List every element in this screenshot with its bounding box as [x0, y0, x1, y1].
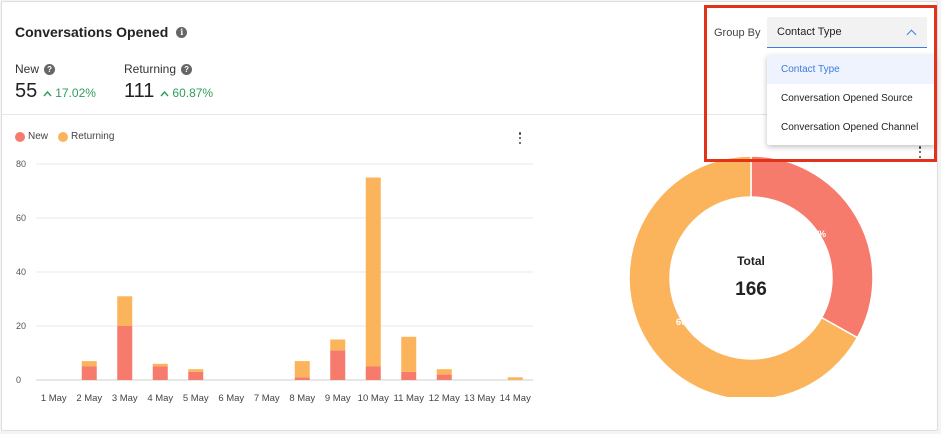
donut-chart: 33.1% 66.9% Total 166 — [628, 155, 874, 397]
stat-returning-label: Returning — [124, 62, 177, 76]
menu-item-conversation-opened-channel[interactable]: Conversation Opened Channel — [781, 122, 919, 133]
title-row: Conversations Opened i — [15, 24, 188, 40]
bar-new[interactable] — [294, 377, 310, 380]
x-tick-label: 7 May — [254, 393, 280, 404]
y-tick-label: 80 — [16, 159, 26, 169]
legend-label-returning: Returning — [71, 131, 115, 142]
stat-new: New ? 55 17.02% — [15, 62, 96, 103]
donut-center-label: Total — [737, 254, 765, 268]
menu-item-conversation-opened-source[interactable]: Conversation Opened Source — [781, 93, 913, 104]
group-by-dropdown-menu: Contact Type Conversation Opened Source … — [767, 55, 935, 145]
menu-item-contact-type[interactable]: Contact Type — [767, 55, 935, 84]
help-icon[interactable]: ? — [44, 63, 56, 75]
y-tick-label: 20 — [16, 321, 26, 331]
x-tick-label: 12 May — [429, 393, 460, 404]
x-tick-label: 4 May — [147, 393, 173, 404]
y-tick-label: 0 — [16, 375, 21, 385]
stat-returning-value: 111 — [124, 80, 155, 102]
x-tick-label: 1 May — [41, 393, 67, 404]
x-tick-label: 14 May — [500, 393, 531, 404]
bar-returning[interactable] — [436, 369, 452, 375]
bar-returning[interactable] — [365, 177, 381, 367]
legend-swatch-new — [15, 131, 25, 142]
donut-slice-new[interactable] — [750, 155, 874, 339]
info-icon[interactable]: i — [176, 26, 188, 38]
page-title: Conversations Opened — [15, 24, 169, 40]
x-tick-label: 11 May — [394, 393, 425, 404]
donut-center-value: 166 — [735, 279, 767, 300]
bar-new[interactable] — [365, 366, 381, 381]
legend-swatch-returning — [58, 131, 69, 142]
group-by-label: Group By — [714, 27, 761, 39]
x-tick-label: 9 May — [325, 393, 351, 404]
x-tick-label: 5 May — [183, 393, 209, 404]
y-tick-label: 60 — [16, 213, 26, 223]
bar-returning[interactable] — [188, 369, 204, 372]
bar-new[interactable] — [117, 326, 133, 380]
bar-new[interactable] — [436, 374, 452, 380]
bar-returning[interactable] — [294, 361, 310, 378]
bar-returning[interactable] — [401, 336, 417, 372]
bar-returning[interactable] — [507, 377, 523, 380]
stat-returning-change: 60.87% — [160, 86, 213, 100]
stat-new-value: 55 — [15, 80, 38, 102]
stat-new-change: 17.02% — [43, 86, 96, 100]
x-tick-label: 3 May — [112, 393, 138, 404]
bar-new[interactable] — [401, 371, 417, 380]
donut-slice-label: 33.1% — [799, 229, 826, 240]
chart-legend: New Returning — [15, 131, 114, 142]
y-tick-label: 40 — [16, 267, 26, 277]
x-tick-label: 6 May — [218, 393, 244, 404]
trend-up-icon — [160, 90, 169, 97]
stat-returning-change-value: 60.87% — [172, 86, 214, 100]
stat-new-label: New — [15, 62, 40, 76]
stat-returning: Returning ? 111 60.87% — [124, 62, 213, 103]
x-tick-label: 13 May — [464, 393, 495, 404]
donut-chart-menu-icon[interactable] — [914, 145, 926, 159]
bar-chart-menu-icon[interactable] — [514, 131, 526, 145]
legend-item-returning[interactable]: Returning — [58, 131, 114, 142]
group-by-selected: Contact Type — [777, 26, 842, 38]
bar-chart: 0 20 40 60 80 1 May 2 May 3 May 4 May 5 May 6 May 7… — [16, 159, 533, 404]
stat-new-change-value: 17.02% — [55, 86, 96, 100]
legend-item-new[interactable]: New — [15, 131, 48, 142]
bar-new[interactable] — [330, 350, 346, 380]
trend-up-icon — [43, 90, 52, 97]
help-icon[interactable]: ? — [181, 63, 193, 75]
x-tick-label: 10 May — [358, 393, 389, 404]
bar-new[interactable] — [152, 366, 168, 381]
bar-returning[interactable] — [117, 296, 133, 326]
bar-returning[interactable] — [152, 363, 168, 367]
group-by-select[interactable]: Contact Type — [767, 17, 927, 48]
x-tick-label: 2 May — [76, 393, 102, 404]
legend-label-new: New — [28, 131, 49, 142]
bar-returning[interactable] — [330, 339, 346, 351]
x-tick-label: 8 May — [289, 393, 315, 404]
donut-slice-label: 66.9% — [676, 317, 703, 328]
bar-returning[interactable] — [81, 361, 97, 367]
bar-new[interactable] — [81, 366, 97, 381]
chevron-up-icon — [906, 29, 917, 39]
bar-new[interactable] — [188, 371, 204, 380]
divider — [2, 114, 937, 115]
